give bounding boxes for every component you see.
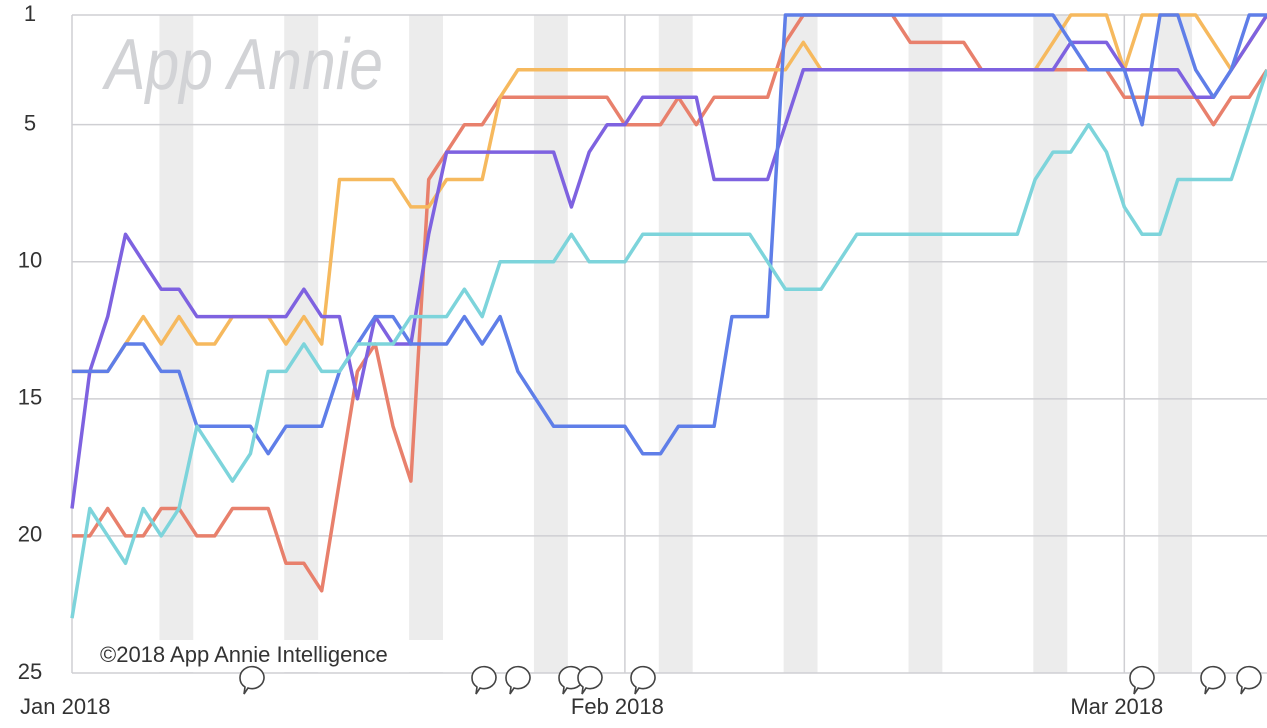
weekend-band xyxy=(533,15,568,673)
event-markers xyxy=(239,665,1262,695)
event-marker xyxy=(577,665,603,695)
series-line xyxy=(72,13,1267,374)
x-tick-label: Feb 2018 xyxy=(571,694,664,719)
y-tick-label: 15 xyxy=(18,385,42,410)
weekend-band xyxy=(908,15,943,673)
copyright: ©2018 App Annie Intelligence xyxy=(100,642,388,667)
event-marker xyxy=(630,665,656,695)
x-tick-label: Jan 2018 xyxy=(20,694,111,719)
series-line xyxy=(70,69,1267,619)
lines xyxy=(70,13,1267,619)
y-tick-label: 25 xyxy=(18,659,42,684)
event-marker xyxy=(471,665,497,695)
grid xyxy=(71,14,1267,674)
y-tick-label: 5 xyxy=(24,110,36,135)
y-tick-label: 10 xyxy=(18,248,42,273)
y-tick-label: 20 xyxy=(18,522,42,547)
watermark: App Annie xyxy=(102,25,383,105)
y-tick-label: 1 xyxy=(24,1,36,26)
weekend-band xyxy=(1158,15,1193,673)
weekend-band xyxy=(1033,15,1068,673)
weekend-band xyxy=(159,15,194,673)
event-marker xyxy=(239,665,265,695)
series-line xyxy=(72,13,1267,456)
event-marker xyxy=(505,665,531,695)
event-marker xyxy=(1236,665,1262,695)
x-tick-label: Mar 2018 xyxy=(1070,694,1163,719)
weekend-bands xyxy=(159,15,1193,673)
series-line xyxy=(72,13,1267,593)
event-marker xyxy=(1200,665,1226,695)
event-marker xyxy=(1129,665,1155,695)
annotation-bg xyxy=(95,640,445,672)
series-line xyxy=(70,14,1267,509)
